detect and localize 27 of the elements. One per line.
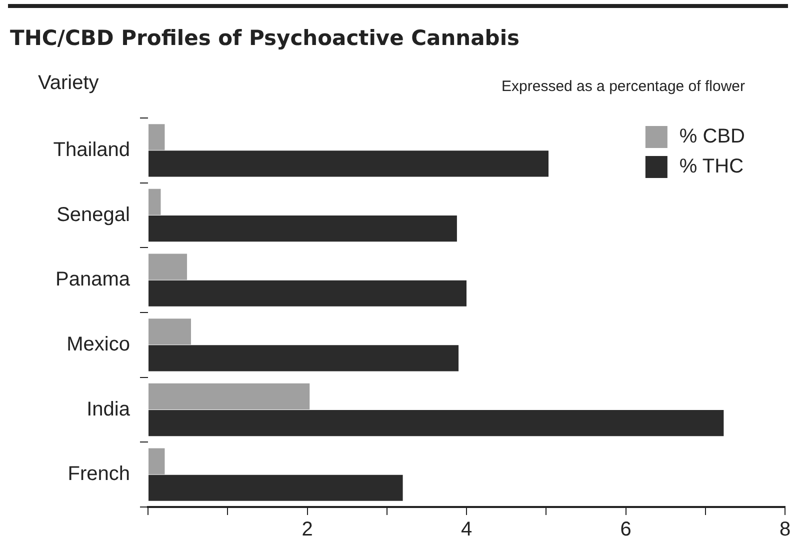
bar [148, 345, 459, 372]
bar [148, 410, 724, 436]
y-tick-label: Panama [56, 268, 131, 291]
y-tick-label: Senegal [56, 204, 130, 226]
chart-title: THC/CBD Profiles of Psychoactive Cannabis [10, 26, 520, 50]
x-tick-label: 6 [620, 518, 632, 541]
y-tick-label: Thailand [53, 138, 130, 161]
legend-label: % THC [679, 156, 744, 178]
bar [148, 124, 165, 150]
bar [148, 318, 191, 345]
legend-label: % CBD [679, 126, 746, 148]
bar [148, 254, 188, 280]
bar [148, 188, 161, 215]
x-tick-label: 4 [460, 518, 472, 541]
x-tick-label: 2 [302, 518, 313, 541]
bar [148, 474, 403, 501]
bar [148, 448, 165, 474]
y-tick-label: Mexico [66, 333, 130, 356]
x-tick-label: 8 [779, 518, 791, 541]
bar [148, 383, 310, 410]
y-tick-label: French [68, 463, 130, 486]
text: Expressed as a percentage of flower [502, 78, 745, 95]
y-tick-label: India [86, 398, 131, 420]
bar [148, 216, 457, 242]
bar [148, 280, 466, 306]
y-axis-title: Variety [38, 72, 99, 95]
bar [148, 150, 549, 177]
